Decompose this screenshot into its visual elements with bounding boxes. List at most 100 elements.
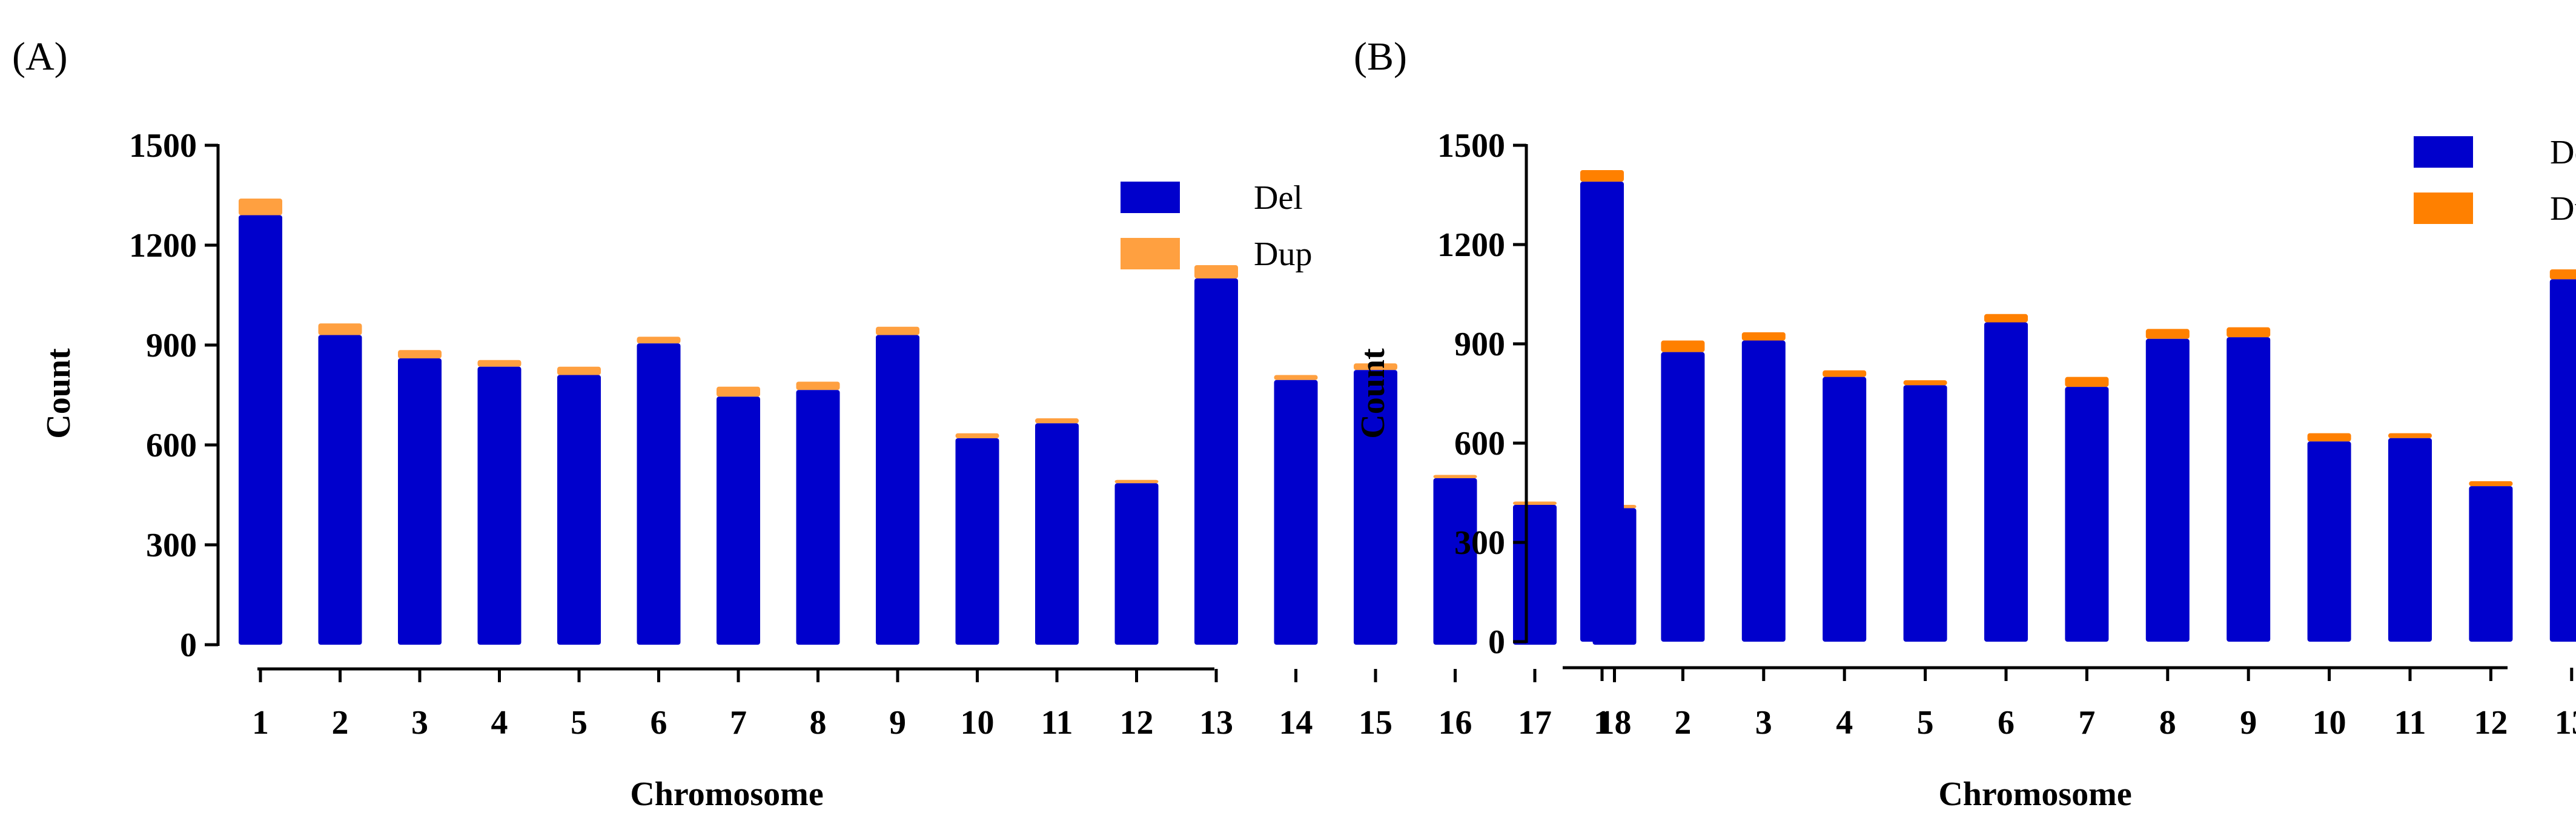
bar-del-chr-11 [1035, 423, 1079, 645]
y-tick-label: 1500 [1437, 127, 1505, 165]
y-tick-label: 1200 [1437, 226, 1505, 264]
x-tick-label: 9 [889, 704, 906, 742]
bar-dup-chr-7 [717, 386, 760, 397]
bar-dup-chr-13 [1194, 265, 1238, 278]
bar-del-chr-3 [1741, 340, 1786, 642]
x-tick-label: 10 [961, 704, 995, 742]
bar-dup-chr-9 [2227, 327, 2271, 338]
x-tick-label: 1 [252, 704, 269, 742]
x-tick-label: 18 [1598, 704, 1632, 742]
bar-del-chr-3 [398, 358, 442, 645]
bar-del-chr-10 [2307, 441, 2351, 642]
bar-del-chr-4 [477, 366, 521, 645]
bar-del-chr-2 [318, 335, 362, 645]
y-tick-label: 0 [1488, 624, 1505, 661]
bar-del-chr-9 [2227, 337, 2271, 642]
bar-dup-chr-10 [955, 433, 999, 438]
x-tick-label: 3 [1755, 704, 1772, 742]
x-tick-label: 6 [1998, 704, 2015, 742]
bar-del-chr-2 [1661, 352, 1705, 642]
legend-label-del: Del [1254, 179, 1303, 217]
y-tick-label: 300 [1454, 524, 1505, 562]
x-tick-label: 9 [2240, 704, 2257, 742]
panel-label: (B) [1354, 35, 1407, 79]
x-tick-label: 3 [411, 704, 428, 742]
legend: Del Dup [1121, 179, 1312, 273]
bar-del-chr-13 [2549, 279, 2576, 642]
bar-dup-chr-6 [1984, 314, 2028, 323]
y-tick-label: 600 [146, 427, 197, 464]
bar-dup-chr-14 [1274, 375, 1318, 380]
legend-label-del: Del [2550, 134, 2576, 171]
legend-label-dup: Dup [2550, 190, 2576, 228]
bar-del-chr-16 [1433, 478, 1477, 645]
y-tick-label: 1500 [129, 127, 197, 165]
bar-dup-chr-10 [2307, 433, 2351, 442]
bar-dup-chr-11 [1035, 418, 1079, 424]
bar-dup-chr-13 [2549, 269, 2576, 280]
x-tick-label: 10 [2313, 704, 2346, 742]
x-tick-label: 2 [1674, 704, 1691, 742]
bar-dup-chr-7 [2065, 377, 2109, 387]
y-tick-label: 300 [146, 527, 197, 564]
bar-dup-chr-12 [1114, 479, 1159, 484]
bar-dup-chr-3 [398, 350, 442, 358]
legend-swatch-del [2414, 136, 2473, 168]
bar-del-chr-6 [1984, 322, 2028, 642]
x-tick-label: 13 [2555, 704, 2576, 742]
panel-label: (A) [12, 35, 68, 79]
x-tick-label: 11 [1041, 704, 1073, 742]
x-tick-label: 12 [1120, 704, 1154, 742]
bar-del-chr-4 [1823, 377, 1867, 642]
bar-dup-chr-4 [477, 360, 521, 367]
bar-del-chr-8 [796, 390, 840, 645]
bar-del-chr-1 [239, 215, 282, 645]
x-tick-label: 6 [651, 704, 667, 742]
bar-dup-chr-3 [1741, 332, 1786, 341]
legend-label-dup: Dup [1254, 235, 1312, 273]
legend-swatch-dup [1121, 238, 1180, 269]
bar-dup-chr-15 [1354, 363, 1397, 370]
bar-dup-chr-16 [1433, 475, 1477, 478]
y-tick-label: 0 [180, 627, 197, 664]
x-tick-label: 8 [810, 704, 827, 742]
x-tick-label: 14 [1279, 704, 1313, 742]
x-tick-label: 1 [1594, 704, 1611, 742]
bar-dup-chr-8 [2145, 329, 2190, 339]
x-tick-label: 4 [491, 704, 508, 742]
legend: Del Dup [2414, 134, 2576, 228]
x-tick-label: 7 [730, 704, 747, 742]
x-tick-label: 4 [1836, 704, 1853, 742]
y-tick-label: 900 [146, 327, 197, 364]
bar-del-chr-1 [1580, 182, 1624, 642]
x-tick-label: 16 [1439, 704, 1472, 742]
y-axis-title: Count [1354, 348, 1392, 439]
y-tick-label: 1200 [129, 227, 197, 265]
x-axis-title: Chromosome [630, 775, 823, 813]
x-tick-label: 5 [571, 704, 588, 742]
bar-del-chr-5 [1903, 385, 1947, 642]
bar-del-chr-8 [2145, 338, 2190, 642]
bar-dup-chr-12 [2469, 481, 2513, 487]
bar-dup-chr-8 [796, 381, 840, 390]
bar-del-chr-14 [1274, 380, 1318, 645]
x-tick-label: 8 [2159, 704, 2176, 742]
bar-dup-chr-5 [1903, 380, 1947, 386]
bar-del-chr-5 [557, 375, 601, 645]
x-tick-label: 13 [1199, 704, 1233, 742]
bar-del-chr-7 [717, 397, 760, 645]
bar-dup-chr-11 [2388, 433, 2432, 438]
bar-del-chr-6 [637, 343, 681, 645]
x-tick-label: 7 [2078, 704, 2095, 742]
bar-del-chr-12 [2469, 486, 2513, 642]
legend-swatch-dup [2414, 193, 2473, 224]
y-tick-label: 900 [1454, 326, 1505, 363]
bar-dup-chr-1 [239, 199, 282, 216]
x-axis-title: Chromosome [1938, 775, 2131, 813]
x-tick-label: 15 [1359, 704, 1392, 742]
x-tick-label: 2 [332, 704, 349, 742]
x-tick-label: 5 [1917, 704, 1934, 742]
bar-del-chr-15 [1354, 370, 1397, 645]
